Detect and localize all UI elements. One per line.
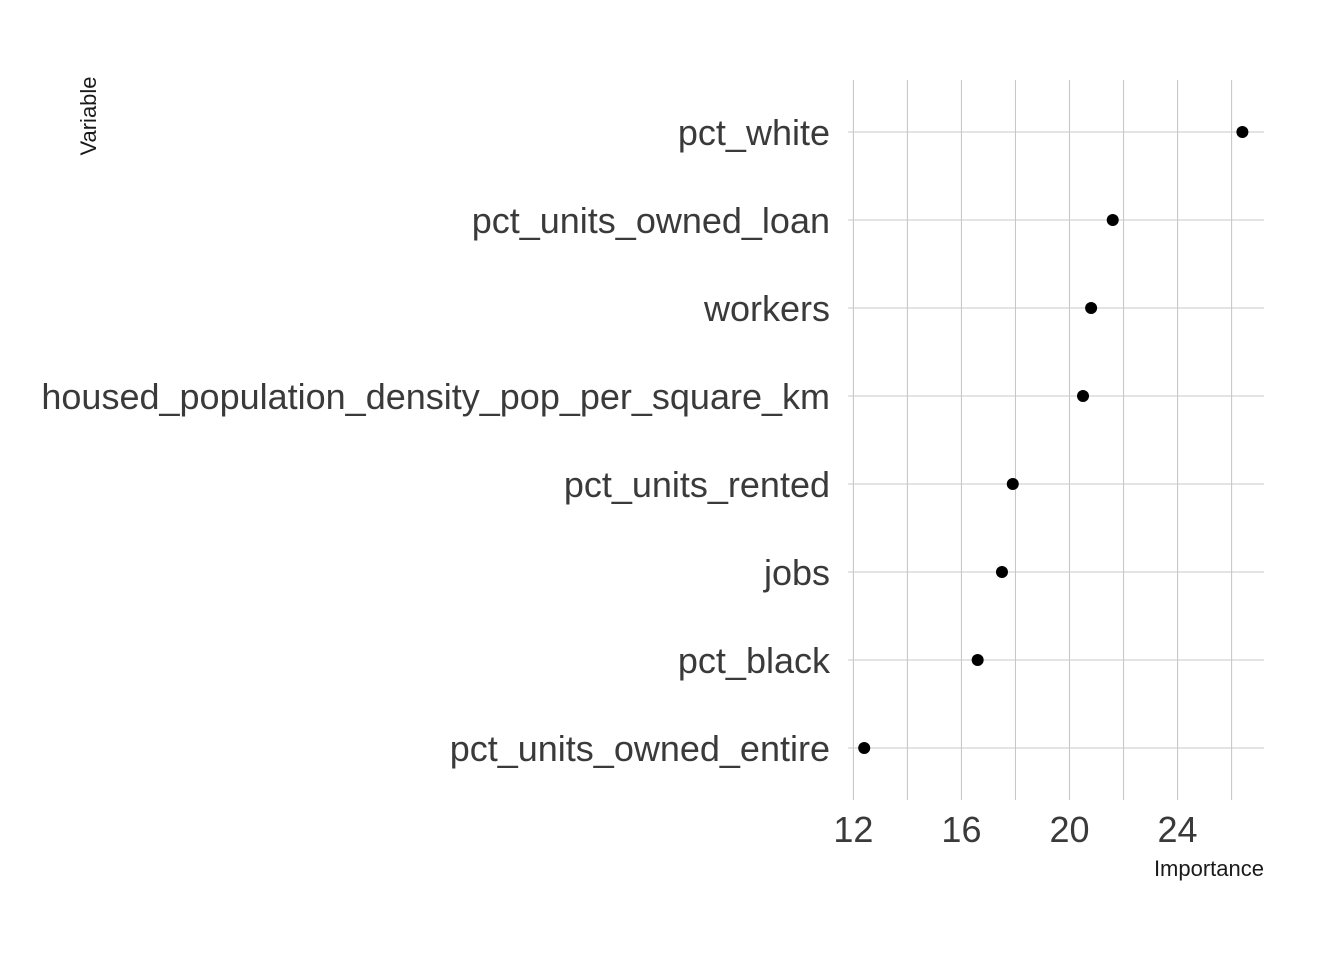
grid-layer [848, 80, 1264, 800]
data-point [995, 566, 1008, 578]
y-axis-title: Variable [76, 76, 101, 155]
category-label: pct_units_owned_loan [472, 200, 830, 241]
x-tick-label: 24 [1158, 809, 1198, 850]
category-label: pct_units_owned_entire [450, 728, 830, 769]
category-label: housed_population_density_pop_per_square… [41, 376, 830, 417]
x-tick-label: 20 [1049, 809, 1089, 850]
category-label: pct_units_rented [564, 464, 830, 505]
data-points [858, 126, 1249, 754]
data-point [1077, 390, 1090, 402]
data-point [858, 742, 871, 754]
category-label: pct_black [678, 640, 831, 681]
data-point [1085, 302, 1098, 314]
category-label: workers [703, 288, 830, 329]
data-point [1006, 478, 1019, 490]
data-point [971, 654, 984, 666]
data-point [1236, 126, 1249, 138]
x-tick-label: 12 [833, 809, 873, 850]
x-tick-label: 16 [941, 809, 981, 850]
data-point [1106, 214, 1119, 226]
x-axis-title: Importance [1154, 856, 1264, 881]
category-label: jobs [763, 552, 830, 593]
x-tick-labels: 12 16 20 24 [833, 809, 1197, 850]
category-label: pct_white [678, 112, 830, 153]
